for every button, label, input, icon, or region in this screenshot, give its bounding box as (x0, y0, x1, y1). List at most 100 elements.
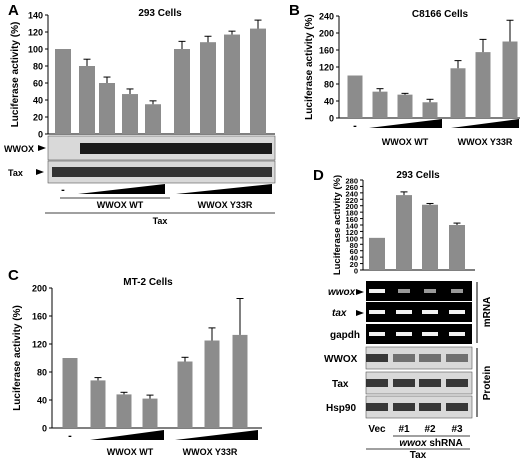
bar (450, 68, 466, 118)
arrow-icon (36, 169, 44, 175)
gel-strip (366, 324, 472, 344)
dose-wedge (78, 184, 165, 194)
blot-band (419, 379, 441, 387)
y-tick-label: 0 (354, 267, 358, 276)
panel-letter-c: C (8, 267, 19, 284)
bar (449, 225, 465, 270)
blot-band (419, 403, 441, 411)
bar (347, 75, 363, 118)
y-tick-label: 220 (345, 196, 358, 205)
bar (142, 398, 158, 428)
y-tick-label: 60 (33, 79, 43, 89)
blot-label-wwox: WWOX (4, 144, 34, 154)
y-tick-label: 40 (37, 396, 47, 406)
gel-band (396, 310, 412, 314)
lane-label: #3 (451, 424, 463, 435)
y-tick-label: 240 (345, 189, 358, 198)
gel-strip (366, 302, 472, 322)
blot-band (366, 379, 388, 387)
bar (396, 195, 412, 270)
protein-label-tax: Tax (332, 379, 349, 390)
y-tick-label: 200 (32, 284, 47, 294)
y-tick-label: 120 (319, 63, 334, 73)
y-tick-label: 200 (345, 202, 358, 211)
bar (116, 394, 132, 428)
dose-wedge (451, 119, 519, 128)
protein-label-wwox: WWOX (324, 354, 358, 365)
group-label-wt: WWOX WT (382, 137, 429, 147)
y-axis-label: Luciferase activity (%) (12, 305, 23, 411)
chart-title: 293 Cells (396, 170, 440, 181)
gel-band (451, 289, 463, 293)
y-tick-label: 100 (345, 234, 358, 243)
blot-band (446, 403, 468, 411)
lane-label: Vec (368, 424, 386, 435)
bar (372, 91, 388, 118)
bar (79, 66, 95, 134)
gel-band (369, 310, 385, 314)
bar (174, 49, 190, 134)
y-axis-label: Luciferase activity (%) (10, 22, 21, 128)
bottom-label-tax: Tax (410, 450, 427, 458)
panel-letter-a: A (8, 2, 19, 19)
shrna-label-suffix: shRNA (427, 438, 463, 449)
blot-band (393, 379, 415, 387)
panel-letter-d: D (313, 167, 324, 184)
blot-band (446, 354, 468, 362)
mrna-label-tax: tax (332, 308, 347, 319)
dose-wedge (176, 184, 272, 194)
y-tick-label: 160 (32, 312, 47, 322)
bar (422, 102, 438, 118)
gel-band (369, 289, 385, 293)
group-label-y33r: WWOX Y33R (458, 137, 513, 147)
dose-wedge (369, 119, 442, 128)
y-tick-label: 140 (345, 222, 358, 231)
y-tick-label: 40 (33, 96, 43, 106)
group-label-wt: WWOX WT (107, 447, 154, 457)
gel-band (422, 310, 438, 314)
side-label-mrna: mRNA (482, 297, 493, 328)
gel-band (449, 310, 465, 314)
y-tick-label: 60 (350, 247, 358, 256)
gel-band (396, 332, 412, 336)
mrna-label-gapdh: gapdh (330, 330, 360, 341)
mrna-label-wwox: wwox (328, 287, 356, 298)
bar (250, 28, 266, 135)
bar (369, 237, 385, 270)
bar (224, 34, 240, 134)
bar (204, 340, 220, 428)
gel-band (422, 332, 438, 336)
bottom-label-tax: Tax (153, 216, 168, 226)
dash-label: - (68, 430, 72, 442)
y-tick-label: 40 (324, 97, 334, 107)
y-tick-label: 120 (28, 28, 43, 38)
chart-title: C8166 Cells (412, 9, 469, 20)
arrow-icon (38, 145, 46, 151)
bar (232, 334, 248, 428)
blot-band (419, 354, 441, 362)
bar (122, 94, 138, 134)
y-tick-label: 0 (38, 130, 43, 140)
blot-label-tax: Tax (8, 168, 23, 178)
side-label-protein: Protein (482, 366, 493, 400)
y-tick-label: 100 (28, 45, 43, 55)
arrow-icon (356, 289, 364, 295)
bar (177, 361, 193, 428)
y-tick-label: 260 (345, 183, 358, 192)
shrna-label-gene: wwox (399, 438, 427, 449)
y-tick-label: 0 (42, 424, 47, 434)
lane-label: #1 (398, 424, 410, 435)
dose-wedge (175, 430, 258, 440)
bar (90, 380, 106, 428)
y-tick-label: 160 (319, 46, 334, 56)
y-tick-label: 120 (32, 340, 47, 350)
bar (502, 41, 518, 118)
y-tick-label: 160 (345, 215, 358, 224)
y-tick-label: 200 (319, 29, 334, 39)
y-tick-label: 80 (33, 62, 43, 72)
arrow-icon (356, 310, 364, 316)
tax-band (52, 167, 272, 177)
y-tick-label: 40 (350, 254, 358, 263)
lane-label: #2 (424, 424, 436, 435)
y-tick-label: 140 (28, 11, 43, 21)
